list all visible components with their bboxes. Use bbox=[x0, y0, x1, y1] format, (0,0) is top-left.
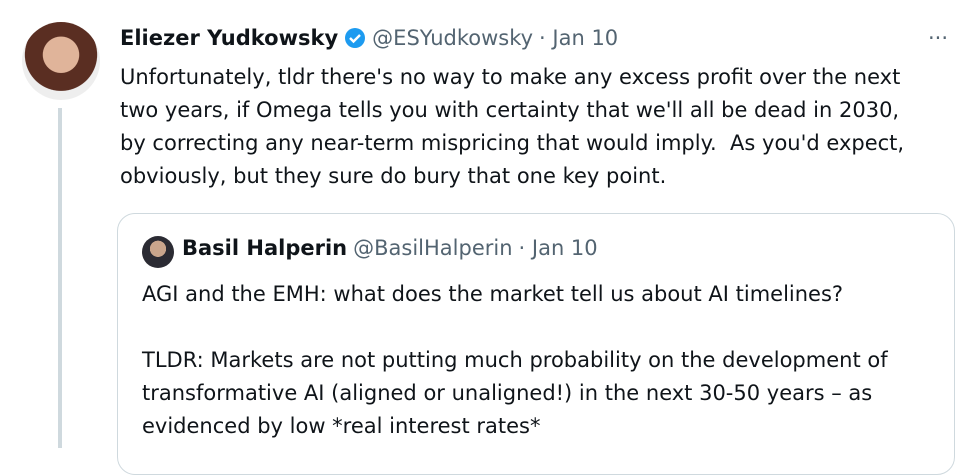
handle[interactable]: @ESYudkowsky bbox=[372, 26, 534, 50]
text-line: by correcting any near-term mispricing t… bbox=[120, 131, 905, 155]
text-line: TLDR: Markets are not putting much proba… bbox=[142, 348, 888, 372]
avatar[interactable] bbox=[22, 22, 100, 100]
text-line bbox=[142, 311, 888, 344]
more-button[interactable]: ··· bbox=[927, 26, 948, 50]
quote-header: Basil Halperin @BasilHalperin · Jan 10 bbox=[182, 236, 598, 260]
author[interactable]: Eliezer Yudkowsky bbox=[120, 26, 339, 50]
verified-badge bbox=[345, 28, 366, 48]
quote-handle: @BasilHalperin bbox=[353, 236, 513, 260]
tweet-text: Unfortunately, tldr there's no way to ma… bbox=[120, 61, 904, 193]
quote-card[interactable]: Basil Halperin @BasilHalperin · Jan 10 A… bbox=[117, 213, 955, 475]
text-line: obviously, but they sure do bury that on… bbox=[120, 164, 667, 188]
quote-text: AGI and the EMH: what does the market te… bbox=[142, 278, 888, 443]
page: Eliezer Yudkowsky @ESYudkowsky · Jan 10 … bbox=[22, 22, 955, 475]
quote-avatar bbox=[142, 236, 174, 268]
text-line: AGI and the EMH: what does the market te… bbox=[142, 282, 844, 306]
thread-line bbox=[58, 108, 62, 448]
header: Eliezer Yudkowsky @ESYudkowsky · Jan 10 bbox=[120, 26, 618, 50]
quote-author: Basil Halperin bbox=[182, 236, 348, 260]
text-line: transformative AI (aligned or unaligned!… bbox=[142, 381, 873, 405]
text-line: evidenced by low *real interest rates* bbox=[142, 414, 541, 438]
text-line: two years, if Omega tells you with certa… bbox=[120, 98, 900, 122]
quote-date: · Jan 10 bbox=[518, 236, 598, 260]
date[interactable]: · Jan 10 bbox=[539, 26, 619, 50]
text-line: Unfortunately, tldr there's no way to ma… bbox=[120, 65, 901, 89]
